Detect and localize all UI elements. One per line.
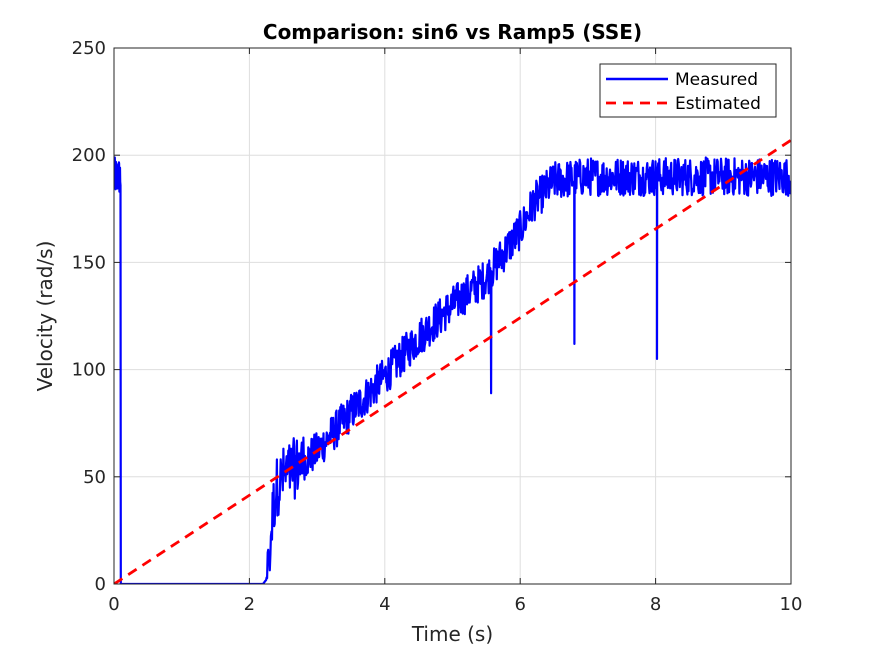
x-tick-label: 0 bbox=[108, 594, 119, 615]
y-tick-label: 50 bbox=[83, 467, 106, 488]
y-tick-label: 150 bbox=[72, 252, 106, 273]
chart-title: Comparison: sin6 vs Ramp5 (SSE) bbox=[263, 20, 642, 44]
x-tick-label: 8 bbox=[650, 594, 661, 615]
x-tick-label: 6 bbox=[514, 594, 525, 615]
series-line-measured bbox=[114, 156, 791, 584]
series-layer bbox=[114, 139, 791, 584]
y-tick-label: 200 bbox=[72, 145, 106, 166]
legend-label-estimated: Estimated bbox=[675, 94, 761, 114]
y-tick-label: 0 bbox=[95, 574, 106, 595]
x-axis-label: Time (s) bbox=[411, 622, 493, 646]
x-tick-label: 4 bbox=[379, 594, 390, 615]
grid bbox=[113, 47, 792, 585]
plot-area bbox=[114, 48, 791, 584]
y-tick-label: 250 bbox=[72, 38, 106, 59]
y-axis-label: Velocity (rad/s) bbox=[33, 241, 57, 392]
legend: Measured Estimated bbox=[599, 63, 777, 118]
legend-label-measured: Measured bbox=[675, 70, 758, 90]
x-tick-label: 2 bbox=[244, 594, 255, 615]
y-tick-label: 100 bbox=[72, 360, 106, 381]
axes-box bbox=[113, 47, 792, 585]
legend-box bbox=[599, 63, 777, 118]
x-tick-label: 10 bbox=[780, 594, 803, 615]
